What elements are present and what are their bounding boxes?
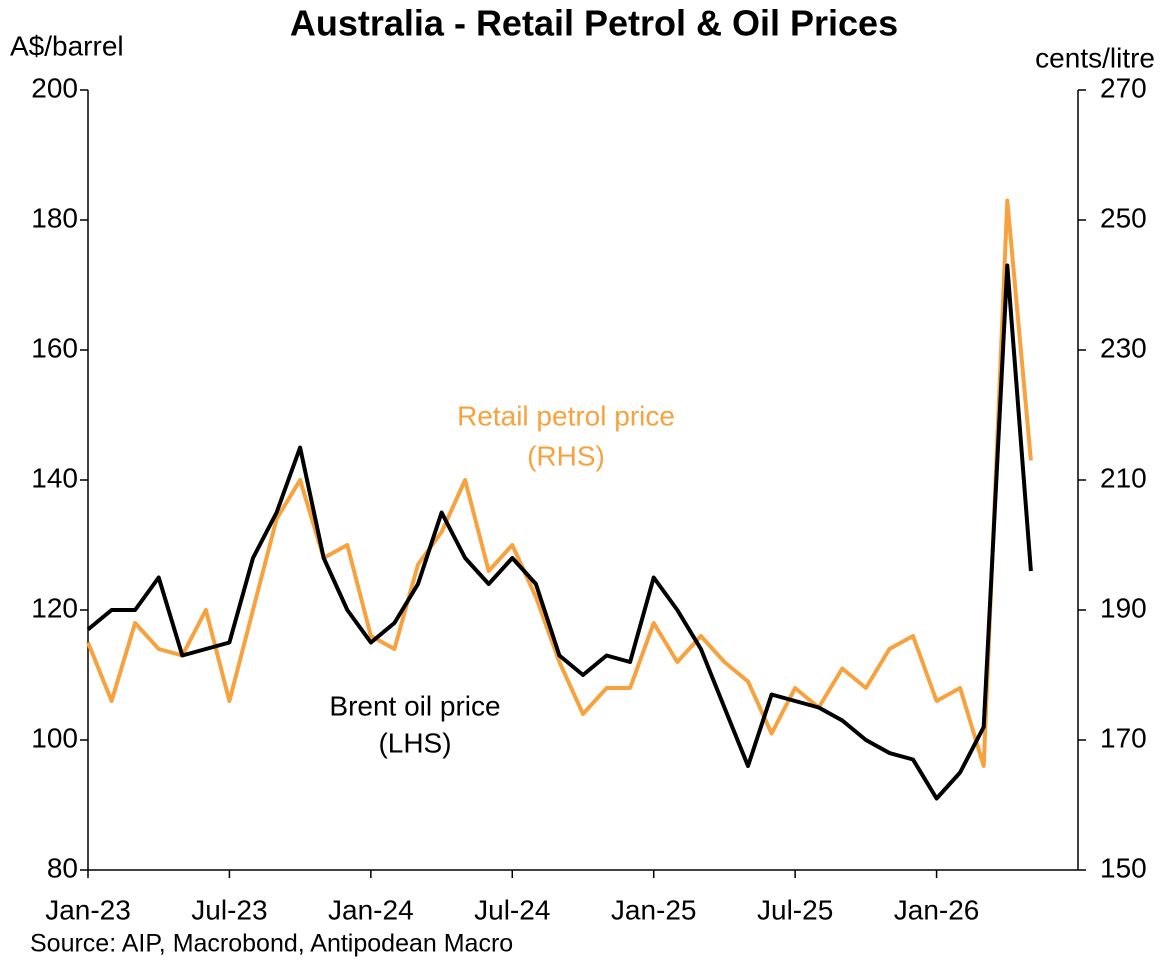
y-tick-label: 180 (31, 202, 78, 233)
y-tick-label: 120 (31, 592, 78, 623)
y-tick-label: 160 (31, 332, 78, 363)
y-tick-label: 200 (31, 72, 78, 103)
y2-tick-label: 170 (1100, 722, 1147, 753)
x-tick-label: Jul-25 (757, 894, 833, 925)
annotation: Retail petrol price (457, 400, 675, 431)
source: Source: AIP, Macrobond, Antipodean Macro (30, 930, 513, 958)
y2-tick-label: 150 (1100, 852, 1147, 883)
y2-tick-label: 210 (1100, 462, 1147, 493)
y2-axis-label: cents/litre (1035, 42, 1155, 73)
y2-tick-label: 190 (1100, 592, 1147, 623)
y2-tick-label: 250 (1100, 202, 1147, 233)
y-axis-label: A$/barrel (10, 30, 124, 61)
y-tick-label: 100 (31, 722, 78, 753)
chart-title: Australia - Retail Petrol & Oil Prices (290, 3, 898, 44)
y2-tick-label: 230 (1100, 332, 1147, 363)
x-tick-label: Jul-23 (191, 894, 267, 925)
data-line (86, 198, 1033, 768)
y-tick-label: 140 (31, 462, 78, 493)
x-tick-label: Jan-23 (45, 894, 131, 925)
x-tick-label: Jan-26 (894, 894, 980, 925)
data-line (86, 263, 1033, 801)
y-tick-label: 80 (47, 852, 78, 883)
annotation: Brent oil price (329, 690, 500, 721)
x-tick-label: Jan-24 (328, 894, 414, 925)
x-tick-label: Jan-25 (611, 894, 697, 925)
y2-tick-label: 270 (1100, 72, 1147, 103)
x-tick-label: Jul-24 (474, 894, 550, 925)
annotation: (RHS) (527, 440, 605, 471)
annotation: (LHS) (378, 727, 451, 758)
